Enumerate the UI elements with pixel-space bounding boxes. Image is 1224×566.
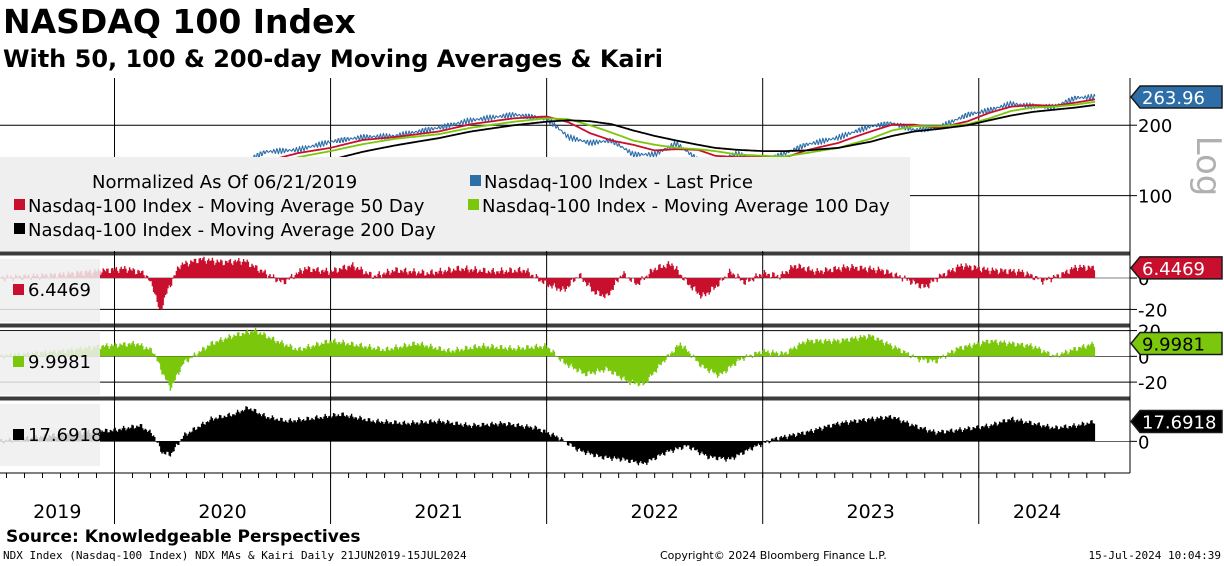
kairi-last-value-label: 9.9981 xyxy=(1142,334,1205,355)
page-subtitle: With 50, 100 & 200-day Moving Averages &… xyxy=(3,45,663,73)
main-y-tick-label: 200 xyxy=(1138,116,1172,137)
footer-series-info: NDX Index (Nasdaq-100 Index) NDX MAs & K… xyxy=(3,549,467,562)
normalization-note: Normalized As Of 06/21/2019 xyxy=(92,172,357,193)
kairi-bars-2 xyxy=(0,406,1096,466)
y-axes: 100200Log263.960-206.4469200-209.9981017… xyxy=(1130,85,1224,453)
kairi-legend-value: 9.9981 xyxy=(28,352,91,373)
legend-swatch-3 xyxy=(14,223,25,234)
kairi-legend-swatch xyxy=(13,356,24,367)
legend-entry-1[interactable]: Nasdaq-100 Index - Moving Average 50 Day xyxy=(28,196,425,217)
kairi-legend-value: 17.6918 xyxy=(28,425,102,446)
footer-copyright: Copyright© 2024 Bloomberg Finance L.P. xyxy=(660,549,887,562)
legend-entry-3[interactable]: Nasdaq-100 Index - Moving Average 200 Da… xyxy=(28,220,436,241)
kairi-last-value-tag xyxy=(1130,256,1223,280)
kairi-legend-swatch xyxy=(13,429,24,440)
legend-swatch-0 xyxy=(470,175,481,186)
last-value-tag xyxy=(1130,85,1223,109)
x-tick-label: 2022 xyxy=(630,501,678,523)
log-scale-label: Log xyxy=(1188,136,1224,197)
legend-swatch-1 xyxy=(14,199,25,210)
x-tick-label: 2024 xyxy=(1013,501,1061,523)
x-axis: 2019 2020 2021 2022 2023 2024 xyxy=(5,473,1106,523)
legend-entry-2[interactable]: Nasdaq-100 Index - Moving Average 100 Da… xyxy=(482,196,890,217)
x-tick-label: 2021 xyxy=(414,501,462,523)
panel-separator[interactable] xyxy=(0,251,1130,256)
kairi-bars-0 xyxy=(0,256,1096,310)
footer-timestamp: 15-Jul-2024 10:04:39 xyxy=(1088,549,1221,562)
kairi-legend-swatch xyxy=(13,284,24,295)
plot-layer xyxy=(0,93,1096,466)
legend-entry-0[interactable]: Nasdaq-100 Index - Last Price xyxy=(484,172,753,193)
main-y-tick-label: 100 xyxy=(1138,187,1172,208)
legend-box[interactable] xyxy=(0,157,910,251)
x-tick-label: 2019 xyxy=(33,501,81,523)
kairi-y-tick-label: 0 xyxy=(1138,432,1149,453)
kairi-y-tick-label: -20 xyxy=(1138,300,1167,321)
source-note: Source: Knowledgeable Perspectives xyxy=(6,527,361,547)
last-value-label: 263.96 xyxy=(1142,88,1205,109)
kairi-bars-1 xyxy=(0,327,1096,391)
x-tick-label: 2020 xyxy=(198,501,246,523)
gridlines xyxy=(0,78,1130,524)
panel-separator[interactable] xyxy=(0,396,1130,401)
legend-swatch-2 xyxy=(468,199,479,210)
kairi-last-value-label: 6.4469 xyxy=(1142,259,1205,280)
kairi-last-value-label: 17.6918 xyxy=(1142,413,1216,434)
chart: 100200Log263.960-206.4469200-209.9981017… xyxy=(0,78,1224,524)
kairi-y-tick-label: -20 xyxy=(1138,373,1167,394)
kairi-y-tick-label: 0 xyxy=(1138,347,1149,368)
page-title: NASDAQ 100 Index xyxy=(3,2,356,41)
kairi-legend-value: 6.4469 xyxy=(28,280,91,301)
kairi-last-value-tag xyxy=(1130,409,1223,434)
x-tick-label: 2023 xyxy=(847,501,895,523)
legend[interactable]: Normalized As Of 06/21/2019 Nasdaq-100 In… xyxy=(0,157,910,466)
panel-separator[interactable] xyxy=(0,323,1130,328)
kairi-last-value-tag xyxy=(1130,331,1223,356)
